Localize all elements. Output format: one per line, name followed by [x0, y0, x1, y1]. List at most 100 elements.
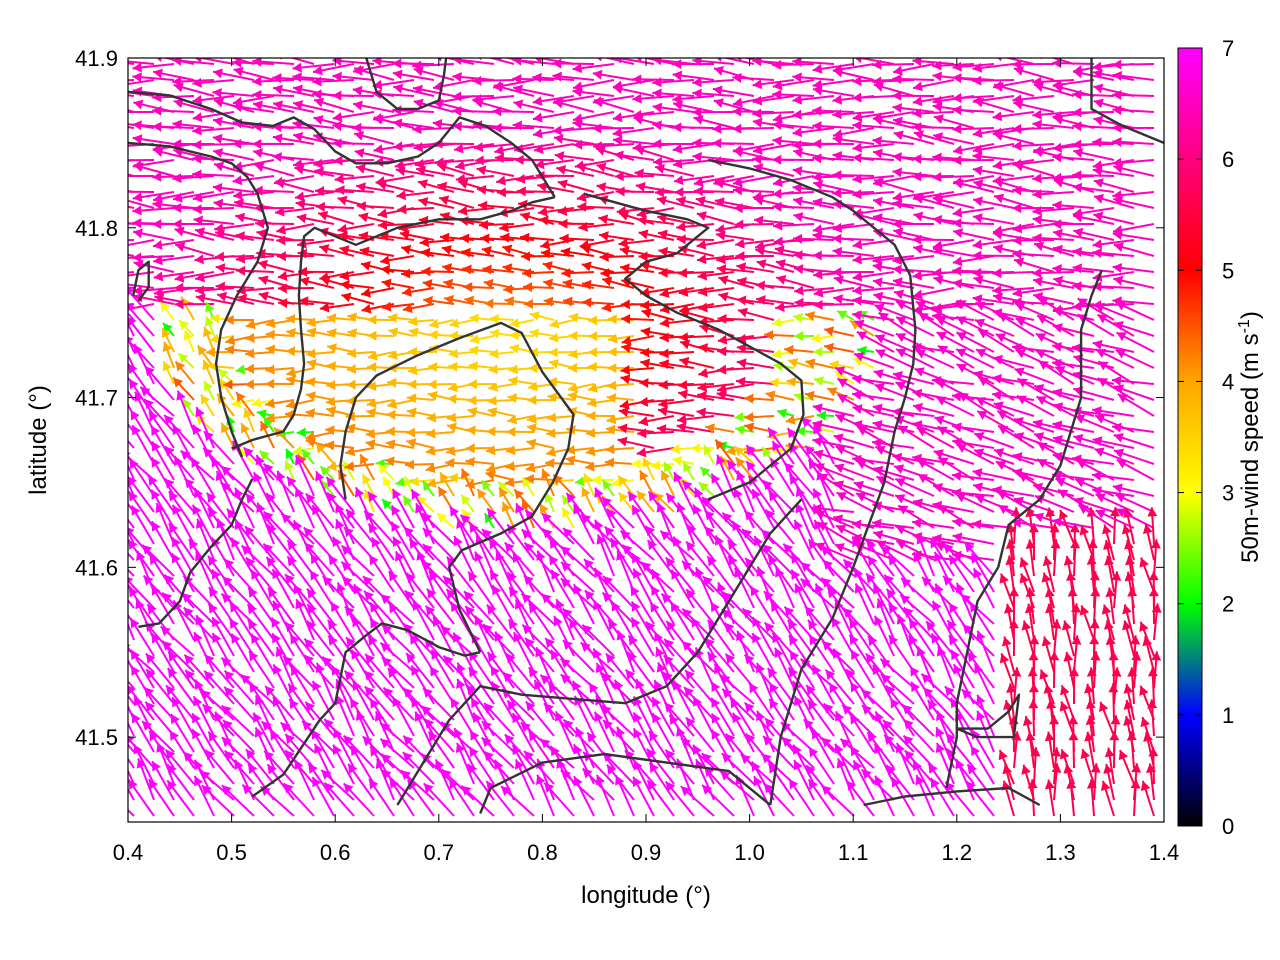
wind-vector-head: [1110, 715, 1121, 725]
wind-vector-head: [304, 638, 315, 649]
wind-vector-head: [526, 423, 537, 434]
wind-vector-head: [562, 640, 573, 651]
wind-vector-head: [128, 735, 135, 744]
wind-vector-head: [507, 393, 518, 404]
wind-vector-head: [382, 499, 392, 510]
wind-vector-head: [437, 162, 448, 173]
wind-vector-head: [553, 98, 564, 109]
wind-vector-head: [525, 462, 536, 473]
wind-vector-head: [812, 138, 822, 149]
wind-vector-head: [744, 702, 755, 713]
wind-vector-head: [663, 655, 674, 666]
wind-vector-head: [212, 632, 222, 644]
wind-vector-head: [792, 58, 802, 67]
wind-vector-head: [687, 524, 697, 535]
wind-vector-head: [261, 721, 272, 732]
wind-vector-head: [428, 329, 438, 340]
wind-vector-head: [772, 632, 782, 644]
wind-vector-head: [813, 179, 824, 190]
wind-vector-head: [1012, 203, 1022, 214]
wind-vector-head: [183, 330, 193, 341]
wind-vector-head: [992, 160, 1003, 171]
wind-vector-head: [442, 263, 452, 273]
wind-vector-head: [832, 617, 841, 628]
wind-vector-head: [932, 172, 942, 183]
wind-vector-head: [259, 450, 270, 461]
wind-vector-head: [812, 224, 823, 235]
wind-vector-head: [463, 282, 473, 293]
wind-vector-head: [659, 288, 670, 299]
wind-vector-head: [451, 601, 460, 613]
wind-vector-head: [103, 288, 113, 298]
wind-vector-head: [540, 239, 551, 250]
wind-vector-head: [374, 156, 384, 167]
wind-vector-head: [556, 164, 567, 175]
wind-vector-head: [308, 763, 318, 774]
wind-vector-head: [730, 698, 740, 709]
wind-vector-head: [448, 361, 458, 372]
wind-vector-head: [295, 199, 306, 210]
wind-vector-head: [285, 574, 295, 585]
wind-vector-head: [132, 205, 142, 216]
wind-vector-head: [401, 268, 411, 279]
wind-vector-head: [481, 529, 492, 539]
wind-vector-head: [812, 403, 823, 414]
wind-vector-head: [536, 774, 546, 785]
wind-vector: [854, 58, 895, 65]
wind-vector-head: [112, 761, 121, 771]
wind-vector-head: [631, 458, 641, 469]
wind-vector-head: [168, 491, 179, 502]
wind-vector-head: [657, 229, 668, 240]
wind-vector-head: [733, 203, 743, 214]
wind-vector-head: [895, 477, 906, 488]
wind-vector-head: [263, 511, 274, 522]
wind-vector-head: [312, 505, 322, 516]
wind-vector-head: [638, 251, 648, 262]
wind-vector-head: [332, 71, 342, 82]
wind-vector-head: [414, 158, 425, 169]
wind-vector-head: [903, 735, 914, 746]
wind-vector-head: [193, 632, 203, 643]
wind-vector-head: [662, 672, 673, 683]
wind-vector-head: [852, 76, 862, 87]
wind-vector-head: [272, 73, 282, 84]
wind-vector-head: [560, 674, 571, 685]
wind-vector-head: [388, 350, 398, 360]
wind-vector: [128, 808, 135, 817]
wind-vector-head: [423, 295, 433, 306]
wind-vector-head: [315, 201, 325, 212]
wind-vector-head: [236, 392, 246, 403]
wind-vector-head: [997, 58, 1002, 62]
wind-vector-head: [607, 363, 617, 374]
wind-vector-head: [325, 425, 335, 436]
wind-vector-head: [843, 607, 853, 618]
wind-vector-head: [200, 394, 210, 405]
wind-vector-head: [322, 576, 333, 587]
wind-vector-head: [363, 489, 373, 500]
wind-vector-head: [380, 264, 391, 275]
wind-vector-head: [93, 159, 103, 169]
wind-vector-head: [793, 312, 803, 323]
wind-vector-head: [93, 196, 103, 206]
wind-vector-head: [1021, 764, 1031, 775]
wind-vector-head: [702, 576, 713, 587]
wind-vector-head: [466, 425, 476, 436]
wind-vector-head: [705, 423, 715, 434]
wind-vector-head: [241, 545, 252, 556]
wind-vector-head: [956, 348, 967, 358]
wind-vector-head: [789, 650, 800, 661]
wind-vector-head: [678, 380, 688, 391]
wind-vector-head: [443, 575, 453, 586]
wind-vector-head: [354, 148, 365, 159]
wind-vector-head: [694, 487, 704, 499]
wind-vector-head: [669, 714, 679, 726]
wind-vector-head: [594, 711, 604, 723]
wind-vector-head: [469, 313, 479, 324]
wind-vector-head: [353, 100, 363, 111]
wind-vector-head: [658, 246, 669, 257]
wind-vector-head: [818, 473, 829, 483]
wind-vector-head: [132, 218, 142, 229]
wind-vector-head: [253, 712, 262, 723]
wind-vector-head: [113, 279, 123, 289]
wind-vector-head: [892, 73, 902, 84]
